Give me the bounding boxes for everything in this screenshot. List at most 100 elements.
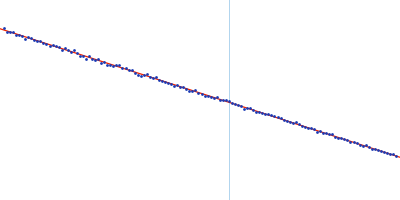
Point [302, 125, 308, 129]
Point [16, 33, 22, 36]
Point [119, 67, 126, 70]
Point [125, 69, 132, 72]
Point [311, 128, 317, 131]
Point [71, 49, 77, 52]
Point [138, 74, 144, 77]
Point [183, 87, 190, 91]
Point [180, 85, 186, 88]
Point [198, 93, 205, 96]
Point [378, 150, 384, 153]
Point [110, 65, 116, 68]
Point [122, 67, 129, 70]
Point [372, 147, 378, 150]
Point [62, 46, 68, 49]
Point [189, 89, 196, 92]
Point [305, 127, 311, 130]
Point [317, 130, 323, 133]
Point [68, 50, 74, 54]
Point [113, 63, 120, 66]
Point [286, 121, 293, 124]
Point [201, 94, 208, 97]
Point [95, 58, 101, 61]
Point [4, 30, 10, 33]
Point [277, 117, 284, 120]
Point [226, 99, 232, 103]
Point [326, 133, 332, 136]
Point [232, 102, 238, 106]
Point [80, 54, 86, 57]
Point [174, 84, 180, 87]
Point [83, 57, 89, 60]
Point [292, 120, 299, 124]
Point [259, 112, 266, 115]
Point [290, 121, 296, 124]
Point [332, 135, 338, 138]
Point [265, 112, 272, 116]
Point [40, 41, 47, 45]
Point [253, 110, 260, 113]
Point [92, 58, 98, 62]
Point [19, 34, 25, 37]
Point [147, 75, 153, 78]
Point [214, 95, 220, 99]
Point [299, 124, 305, 128]
Point [195, 91, 202, 94]
Point [192, 88, 199, 92]
Point [314, 130, 320, 133]
Point [165, 81, 171, 84]
Point [34, 39, 40, 43]
Point [1, 26, 7, 30]
Point [223, 98, 229, 102]
Point [362, 144, 369, 147]
Point [132, 71, 138, 74]
Point [341, 137, 348, 140]
Point [387, 152, 393, 155]
Point [344, 138, 351, 142]
Point [116, 64, 123, 67]
Point [58, 49, 65, 52]
Point [220, 99, 226, 102]
Point [74, 52, 80, 55]
Point [244, 106, 250, 109]
Point [98, 61, 104, 65]
Point [238, 105, 244, 108]
Point [56, 46, 62, 49]
Point [31, 39, 38, 42]
Point [144, 72, 150, 75]
Point [271, 115, 278, 118]
Point [128, 69, 135, 72]
Point [168, 82, 174, 86]
Point [37, 40, 44, 43]
Point [366, 146, 372, 149]
Point [247, 107, 253, 110]
Point [210, 97, 217, 100]
Point [150, 77, 156, 80]
Point [101, 60, 108, 63]
Point [49, 43, 56, 47]
Point [229, 102, 235, 105]
Point [43, 42, 50, 46]
Point [153, 75, 159, 79]
Point [77, 54, 83, 58]
Point [262, 113, 268, 116]
Point [347, 141, 354, 144]
Point [107, 63, 114, 66]
Point [296, 122, 302, 126]
Point [284, 119, 290, 122]
Point [329, 133, 336, 136]
Point [274, 116, 281, 119]
Point [140, 73, 147, 76]
Point [156, 78, 162, 81]
Point [186, 90, 192, 93]
Point [381, 150, 387, 153]
Point [338, 137, 344, 140]
Point [204, 95, 211, 98]
Point [171, 84, 177, 88]
Point [22, 37, 28, 40]
Point [360, 144, 366, 147]
Point [13, 33, 19, 36]
Point [159, 79, 165, 82]
Point [375, 148, 381, 152]
Point [250, 108, 256, 111]
Point [52, 45, 59, 48]
